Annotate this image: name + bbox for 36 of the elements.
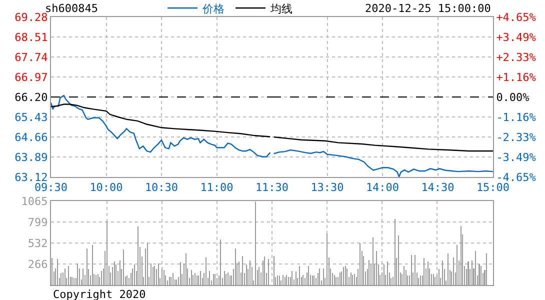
x-tick-label: 15:00 [476,181,510,194]
text: -3.49% [496,150,536,164]
text: -1.16% [496,110,536,124]
text: Copyright 2020 [53,288,146,300]
text: +3.49% [496,30,536,44]
x-tick-label: 14:00 [366,181,400,194]
y-tick-label: 1065 [21,194,48,208]
x-tick-label: 10:30 [144,181,178,194]
y-tick-label: 67.74 [14,50,48,64]
y-tick-label: 799 [28,216,48,229]
y-tick-label: 63.12 [14,170,48,184]
legend-label: 均线 [270,2,293,16]
y-tick-label: 69.28 [14,10,48,24]
y-tick-label: 68.51 [14,30,48,44]
text: 2020-12-25 15:00:00 [365,2,491,15]
y-tick-label: 66.97 [14,70,48,84]
text: -2.33% [496,130,536,144]
y-tick-label: 66.20 [14,90,48,104]
y-tick-label: 63.89 [14,150,48,164]
x-tick-label: 10:00 [90,181,123,194]
x-tick-label: 11:30 [255,181,289,194]
text: +1.16% [496,70,536,84]
chart-title: sh600845 [45,2,98,15]
text: +2.33% [496,50,536,64]
y-tick-label: 64.66 [14,130,48,144]
legend-label: 价格 [202,2,225,16]
x-tick-label: 13:30 [310,181,344,194]
y-tick-label: 532 [28,236,48,250]
x-tick-label: 11:00 [200,181,234,194]
text: +4.65% [496,10,536,24]
text: -4.65% [496,170,536,184]
y-tick-label: 65.43 [14,110,48,124]
text: 0.00% [496,90,530,104]
x-tick-label: 09:30 [34,181,68,194]
x-tick-label: 14:30 [421,181,454,194]
y-tick-label: 266 [28,258,48,271]
